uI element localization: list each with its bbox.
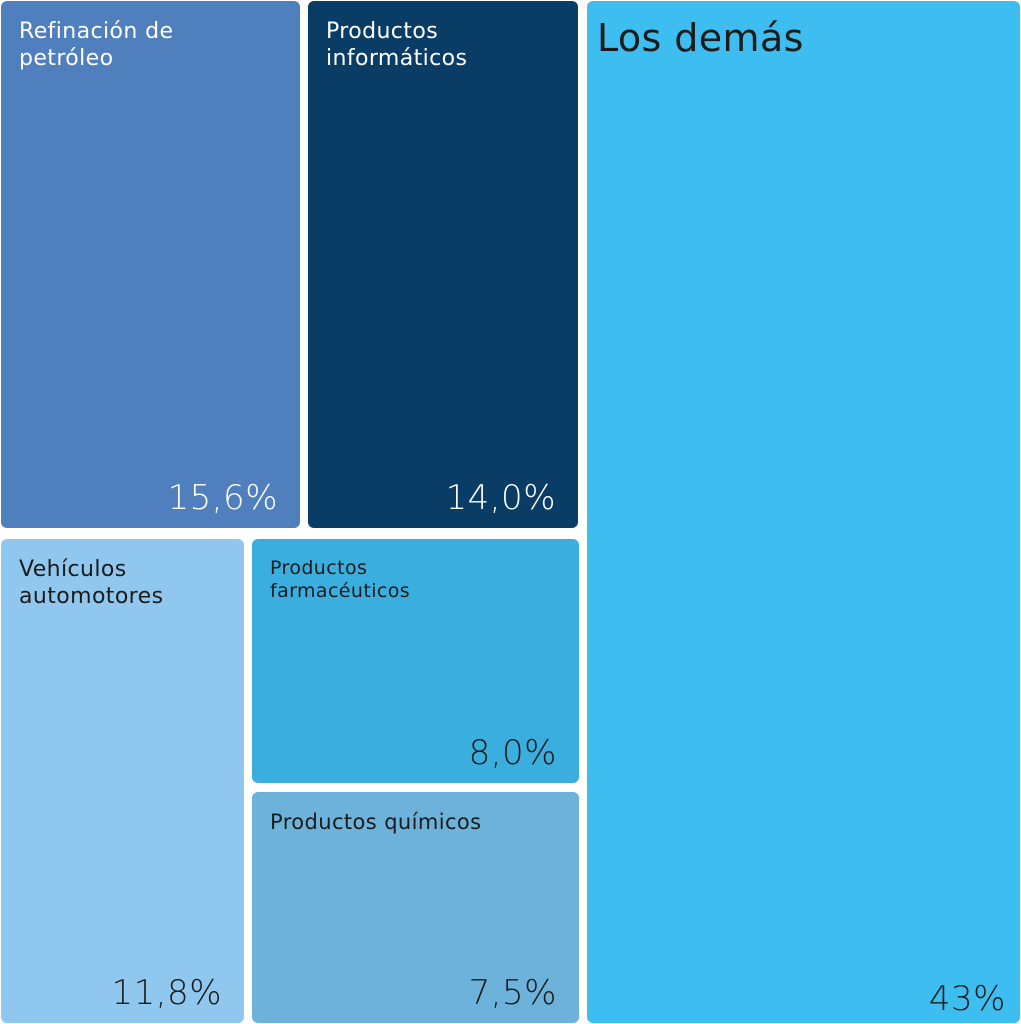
tile-value-vehiculos: 11,8%	[111, 973, 222, 1013]
tile-value-demas: 43%	[928, 979, 1006, 1019]
treemap-tile-refinacion: Refinación de petróleo 15,6%	[1, 1, 300, 528]
tile-value-quimicos: 7,5%	[468, 973, 557, 1013]
tile-label-informaticos: Productos informáticos	[326, 19, 468, 71]
tile-label-quimicos: Productos químicos	[270, 810, 482, 834]
treemap-tile-quimicos: Productos químicos 7,5%	[252, 792, 579, 1023]
treemap-tile-vehiculos: Vehículos automotores 11,8%	[1, 539, 244, 1023]
treemap-tile-farmaceuticos: Productos farmacéuticos 8,0%	[252, 539, 579, 783]
tile-value-farmaceuticos: 8,0%	[468, 733, 557, 773]
tile-value-informaticos: 14,0%	[445, 478, 556, 518]
tile-label-vehiculos: Vehículos automotores	[19, 557, 164, 609]
tile-label-demas: Los demás	[597, 16, 804, 60]
treemap-tile-demas: Los demás 43%	[587, 1, 1020, 1023]
tile-label-refinacion: Refinación de petróleo	[19, 19, 174, 71]
tile-label-farmaceuticos: Productos farmacéuticos	[270, 557, 411, 603]
tile-value-refinacion: 15,6%	[167, 478, 278, 518]
treemap-tile-informaticos: Productos informáticos 14,0%	[308, 1, 578, 528]
